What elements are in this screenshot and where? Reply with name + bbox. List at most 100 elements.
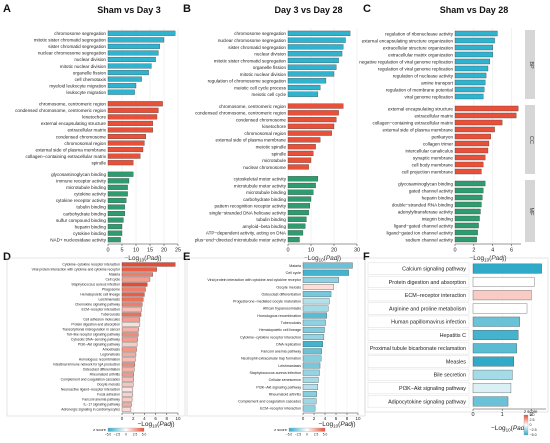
bar-cc	[287, 144, 316, 150]
bar-mf	[107, 211, 125, 217]
bar-bp	[287, 57, 339, 64]
pathway-label: Leishmaniasis	[278, 364, 301, 368]
bar-mf	[454, 194, 483, 201]
term-label: condensed chromosome	[236, 117, 287, 122]
legend-title: z score	[93, 427, 107, 432]
bar-bp	[454, 72, 487, 79]
x-tick-label: 6	[510, 248, 513, 254]
term-label: negative regulation of viral genome repl…	[359, 59, 453, 64]
pathway-bar	[121, 272, 153, 277]
term-label: heparin binding	[75, 224, 107, 229]
pathway-bar	[302, 334, 325, 340]
term-label: carbohydrate binding	[243, 197, 286, 202]
legend-tick-label: 2.5	[530, 418, 535, 422]
pathway-bar	[121, 307, 142, 312]
pathway-label: Chemokine signaling pathway	[75, 303, 120, 307]
pathway-label: Cytokine−cytokine receptor interaction	[240, 335, 301, 339]
x-axis-label: −Log10(Padj)	[137, 421, 174, 429]
bar-mf	[454, 222, 479, 229]
bar-bp	[107, 70, 149, 76]
term-label: chromosomal region	[244, 131, 286, 136]
panel-frame	[364, 257, 549, 413]
bar-cc	[287, 130, 332, 136]
x-tick-label: 25	[175, 248, 181, 254]
pathway-label: Adrenergic signaling in cardiomyocytes	[61, 408, 120, 412]
pathway-label: Hepatitis C	[440, 333, 466, 339]
panel-letter: F	[363, 251, 370, 263]
pathway-bar	[302, 298, 330, 305]
pathway-label: Leishmaniasis	[99, 298, 121, 302]
pathway-label: Bile secretion	[434, 373, 466, 379]
term-label: chromosomal region	[64, 141, 106, 146]
pathway-bar	[472, 369, 513, 380]
legend-tick-label: −2.5	[295, 433, 302, 437]
bar-mf	[107, 204, 125, 210]
bar-mf	[454, 229, 478, 236]
bar-bp	[454, 51, 493, 58]
pathway-bar	[121, 357, 136, 362]
x-axis-label: −Log10(Padj)	[304, 255, 341, 263]
strip-label: MF	[528, 208, 534, 217]
pathway-bar	[121, 407, 132, 412]
pathway-bar	[302, 341, 323, 348]
strip-mf	[525, 180, 535, 242]
pathway-bar	[121, 287, 146, 292]
pathway-bar	[302, 398, 317, 405]
pathway-label-box	[367, 368, 470, 381]
term-label: ATP−dependent activity, acting on DNA	[206, 231, 287, 236]
pathway-bar	[472, 396, 509, 407]
legend-tick-label: 0	[530, 423, 532, 427]
pathway-label: IL−17 signaling pathway	[84, 403, 121, 407]
pathway-label: Amoebiasis	[102, 348, 120, 352]
bar-mf	[454, 236, 477, 243]
panel-c: C Sham vs Day 28 regulation of ribonucleas…	[359, 3, 535, 263]
pathway-label: Cell adhesion molecules	[83, 318, 120, 322]
term-label: extracellular structure organization	[383, 45, 454, 50]
pathway-bar	[302, 305, 329, 312]
pathway-label: Homologous recombination	[79, 358, 120, 362]
term-label: regulation of nuclease activity	[393, 73, 454, 78]
pathway-label: Human papillomavirus infection	[391, 320, 466, 326]
pathway-label: Complement and coagulation cascades	[61, 378, 121, 382]
bar-cc	[454, 168, 482, 175]
term-label: leukocyte migration	[66, 90, 106, 95]
x-axis-label: −Log10(Padj)	[491, 425, 528, 433]
pathway-label: Adipocytokine signaling pathway	[388, 399, 466, 405]
term-label: cell body membrane	[412, 162, 454, 167]
legend-tick-label: −5.0	[286, 433, 293, 437]
term-label: cytokine binding	[73, 231, 106, 236]
bar-mf	[454, 201, 482, 208]
x-tick-label: 5	[120, 248, 123, 254]
pathway-label: Osteoclast differentiation	[262, 292, 302, 296]
term-label: microtubule binding	[66, 185, 106, 190]
x-tick-label: 10	[355, 416, 361, 421]
panel-a: A Sham vs Day 3 chromosome segregation mito…	[3, 3, 181, 263]
term-label: sodium channel activity	[406, 237, 454, 242]
term-label: condensed chromosome	[56, 134, 107, 139]
pathway-bar	[302, 262, 353, 269]
bar-bp	[287, 84, 321, 91]
x-tick-label: 20	[161, 248, 167, 254]
term-label: NAD+ nucleosidase activity	[50, 237, 106, 242]
term-label: sister chromatid segregation	[48, 44, 106, 49]
pathway-bar	[472, 356, 515, 367]
x-tick-label: 8	[346, 416, 349, 421]
pathway-label: Oocyte meiosis	[276, 285, 301, 289]
pathway-label: Complement and coagulation cascades	[238, 400, 301, 404]
bar-bp	[454, 93, 484, 100]
x-tick-label: 15	[147, 248, 153, 254]
bar-bp	[287, 30, 351, 36]
pathway-bar	[121, 312, 142, 317]
bar-bp	[454, 86, 485, 93]
bar-cc	[454, 133, 491, 140]
panel-letter: B	[183, 3, 191, 15]
pathway-bar	[472, 330, 519, 340]
legend-title: z score	[274, 427, 288, 432]
pathway-bar	[302, 269, 349, 276]
term-label: external side of plasma membrane	[383, 127, 454, 132]
term-label: kinetochore	[262, 124, 286, 129]
term-label: carbohydrate binding	[63, 211, 106, 216]
bar-bp	[107, 37, 165, 43]
pathway-label: ECM−receptor interaction	[260, 407, 301, 411]
bar-mf	[107, 191, 128, 197]
